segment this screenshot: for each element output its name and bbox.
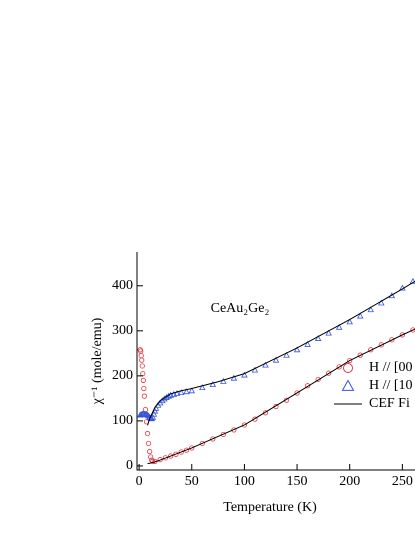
data-point [378, 299, 385, 306]
data-point [399, 332, 405, 338]
y-tick-label: 300 [112, 323, 133, 338]
data-point [241, 371, 248, 378]
legend-marker [341, 379, 355, 391]
data-point [304, 383, 311, 389]
data-point [178, 449, 184, 455]
data-point [209, 380, 217, 387]
legend-label: H // [10 [369, 378, 413, 393]
x-tick-label: 0 [136, 474, 143, 489]
data-point [149, 413, 157, 420]
data-point [304, 340, 311, 347]
legend-marker [343, 363, 353, 373]
x-axis-label: Temperature (K) [223, 500, 317, 515]
x-tick-label: 50 [185, 474, 199, 489]
data-point [389, 337, 395, 343]
data-point [251, 366, 259, 373]
data-point [150, 410, 158, 417]
data-point [336, 364, 342, 370]
data-point [283, 351, 290, 358]
fit-line [147, 328, 415, 465]
data-point [325, 329, 332, 336]
data-point [410, 327, 415, 333]
data-point [148, 454, 154, 460]
data-point [140, 371, 146, 377]
data-point [139, 357, 145, 363]
data-point [293, 346, 301, 353]
data-point [357, 352, 363, 358]
data-point [138, 352, 144, 359]
data-point [356, 312, 364, 319]
data-point [272, 356, 280, 363]
data-point [409, 277, 415, 284]
data-point [183, 447, 190, 453]
data-point [168, 453, 174, 459]
data-point [314, 335, 322, 341]
y-tick-label: 100 [112, 413, 133, 428]
data-point [188, 387, 196, 394]
data-point [199, 384, 206, 391]
data-point [220, 431, 226, 438]
data-point [294, 390, 300, 396]
data-point [177, 389, 185, 396]
data-point [141, 385, 147, 392]
data-point [162, 455, 169, 461]
data-point [326, 370, 332, 376]
data-point [262, 361, 269, 368]
data-point [139, 363, 145, 369]
axes-frame [136, 252, 415, 471]
plot-area [137, 277, 415, 465]
x-tick-label: 200 [339, 474, 360, 489]
data-point [140, 377, 146, 383]
data-point [367, 306, 375, 313]
data-point [315, 376, 321, 383]
data-point [210, 436, 216, 442]
data-point [346, 318, 353, 325]
data-point [273, 403, 279, 410]
data-point [231, 427, 237, 433]
legend-label: CEF Fi [369, 396, 410, 411]
data-point [144, 411, 151, 418]
y-tick-label: 200 [112, 368, 133, 383]
data-point [199, 440, 205, 447]
x-tick-label: 100 [234, 474, 255, 489]
data-point [252, 416, 258, 422]
data-point [347, 357, 353, 364]
data-point [183, 388, 190, 395]
data-point [147, 414, 154, 421]
data-point [173, 451, 179, 457]
y-axis-label: χ⁻¹ (mole/emu) [90, 317, 105, 405]
y-tick-label: 400 [112, 278, 133, 293]
annotation: CeAu₂Ge₂ [211, 301, 270, 316]
fit-line [147, 280, 415, 426]
data-point [189, 445, 195, 451]
x-tick-label: 150 [287, 474, 308, 489]
data-point [262, 410, 269, 416]
data-point [378, 342, 384, 348]
data-point [141, 393, 147, 399]
data-point [144, 430, 151, 437]
y-tick-label: 0 [126, 458, 133, 473]
data-point [145, 440, 152, 447]
data-point [241, 422, 248, 428]
x-tick-label: 250 [392, 474, 413, 489]
data-point [335, 323, 343, 330]
legend-label: H // [00 [369, 360, 413, 375]
data-point [230, 374, 238, 381]
data-point [173, 390, 181, 396]
data-point [147, 448, 153, 455]
